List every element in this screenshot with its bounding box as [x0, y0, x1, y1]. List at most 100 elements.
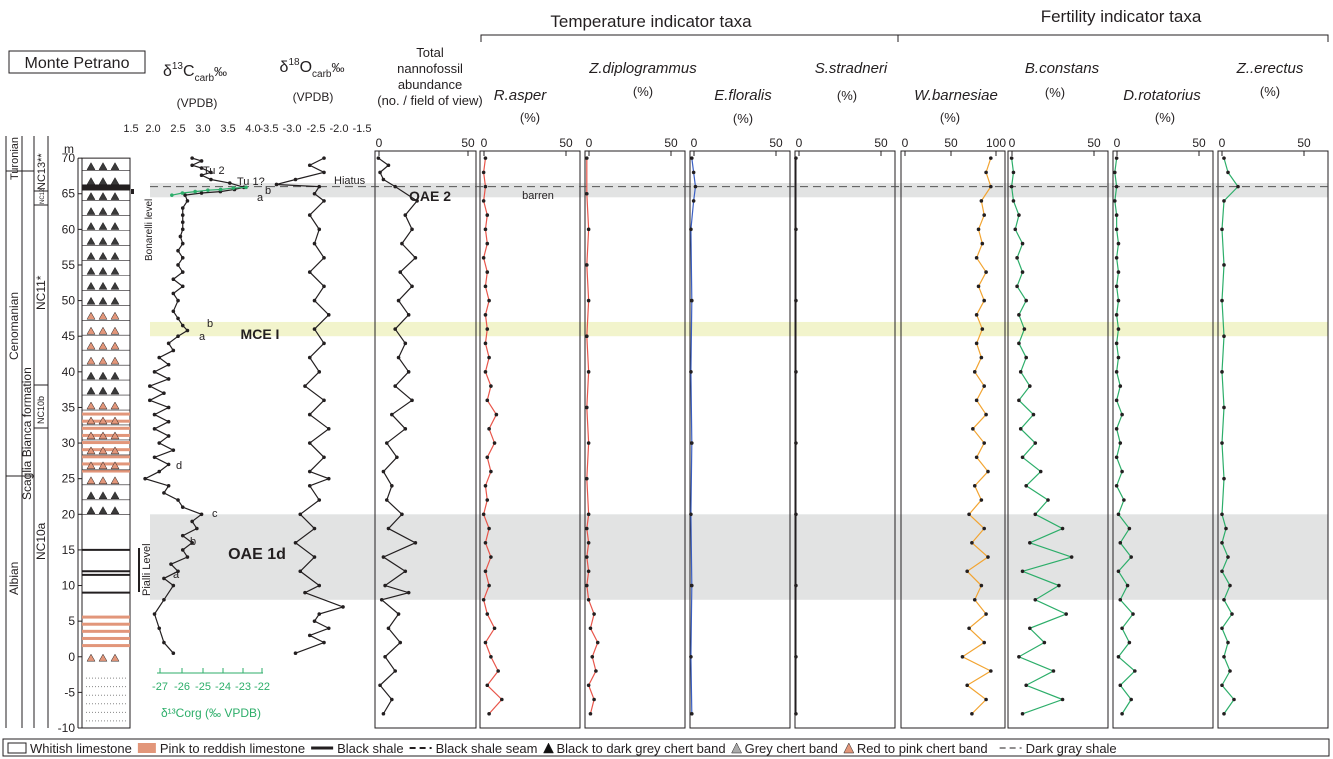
- data-point: [1011, 199, 1016, 203]
- taxon-name-zerect: Z..erectus: [1236, 60, 1304, 77]
- data-point: [180, 533, 185, 538]
- data-point: [162, 576, 166, 581]
- pink-limestone-bed: [82, 448, 130, 452]
- chert-band: [86, 192, 96, 200]
- band-oae-2: [150, 183, 1328, 198]
- data-point: [481, 597, 486, 602]
- data-point: [585, 156, 589, 160]
- data-point: [974, 256, 979, 260]
- chert-band: [98, 311, 108, 320]
- data-point: [965, 569, 969, 574]
- data-point: [485, 398, 490, 403]
- data-point: [180, 227, 185, 232]
- data-point: [586, 227, 591, 232]
- data-point: [176, 263, 180, 267]
- data-point: [982, 298, 986, 303]
- data-point: [166, 362, 171, 367]
- pink-limestone-bed: [82, 469, 130, 473]
- bonarelli-marker: [131, 189, 134, 194]
- c13org-tick-label: -23: [235, 681, 251, 693]
- chert-band: [98, 236, 108, 245]
- depth-tick-label: 10: [62, 579, 76, 593]
- o18-tick-label: -2.5: [307, 123, 326, 135]
- data-point: [274, 182, 279, 187]
- data-point: [176, 569, 180, 574]
- pink-limestone-bed: [82, 441, 130, 445]
- c13-vpdb: (VPDB): [177, 96, 218, 110]
- data-point: [483, 184, 488, 189]
- data-point: [293, 540, 298, 545]
- c13-peak-label: a: [257, 192, 264, 204]
- data-point: [585, 555, 589, 559]
- data-point: [386, 526, 391, 531]
- data-point: [171, 448, 176, 452]
- taxon-unit-bconst: (%): [1045, 85, 1065, 100]
- c13org-tick-label: -27: [152, 681, 168, 693]
- c13-axis-title: δ13Ccarb‰: [163, 61, 227, 84]
- data-point: [171, 651, 176, 656]
- depth-tick-label: 35: [62, 400, 76, 414]
- taxon-unit-zdiplo: (%): [633, 84, 653, 99]
- chert-band: [98, 192, 108, 200]
- taxon-name-sstrad: S.stradneri: [815, 60, 888, 77]
- pink-limestone-bed: [82, 629, 130, 633]
- data-point: [1024, 298, 1028, 303]
- data-point: [307, 213, 312, 217]
- legend-symbol: [843, 742, 855, 754]
- data-point: [586, 569, 591, 574]
- chert-band: [98, 446, 108, 455]
- data-point: [483, 313, 488, 317]
- data-point: [312, 555, 317, 559]
- temperature-bracket: [480, 34, 899, 42]
- c13-tick-label: 4.0: [245, 123, 260, 135]
- taxon-name-wbarn: W.barnesiae: [914, 87, 998, 104]
- data-point: [483, 569, 488, 574]
- data-point: [166, 484, 171, 488]
- data-point: [1017, 313, 1021, 317]
- series-line-d-rotatorius: [1114, 158, 1136, 715]
- data-point: [693, 184, 698, 189]
- data-point: [152, 412, 157, 417]
- data-point: [982, 640, 986, 645]
- data-point: [152, 612, 157, 616]
- data-point: [1120, 412, 1124, 417]
- data-point: [489, 384, 493, 388]
- data-point: [1222, 156, 1226, 160]
- chert-band: [86, 341, 96, 350]
- data-point: [689, 654, 693, 659]
- data-point: [185, 328, 190, 333]
- data-point: [381, 711, 386, 716]
- data-point: [980, 327, 985, 331]
- data-point: [185, 555, 190, 559]
- data-point: [231, 186, 236, 190]
- chert-band: [110, 311, 120, 320]
- data-point: [592, 612, 596, 616]
- event-oae2-label: OAE 2: [409, 188, 451, 204]
- taxon-unit-wbarn: (%): [940, 110, 960, 125]
- data-point: [1226, 170, 1230, 175]
- data-point: [180, 270, 185, 274]
- data-point: [1127, 526, 1132, 531]
- data-point: [590, 654, 595, 659]
- data-point: [326, 427, 331, 431]
- data-point: [1042, 640, 1047, 645]
- data-point: [689, 227, 693, 232]
- data-point: [496, 669, 500, 673]
- data-point: [1033, 441, 1038, 445]
- data-point: [398, 640, 403, 645]
- data-point: [485, 270, 490, 274]
- data-point: [794, 370, 798, 374]
- data-point: [322, 398, 326, 403]
- data-point: [986, 555, 990, 559]
- c13-peak-label: c: [212, 508, 218, 520]
- data-point: [1114, 227, 1119, 232]
- data-point: [481, 170, 486, 175]
- data-point: [1114, 284, 1119, 289]
- data-point: [244, 185, 248, 190]
- data-point: [169, 562, 173, 566]
- data-point: [148, 384, 152, 388]
- data-point: [307, 412, 312, 417]
- data-point: [586, 441, 591, 445]
- depth-tick-label: 70: [62, 151, 76, 165]
- data-point: [585, 334, 589, 339]
